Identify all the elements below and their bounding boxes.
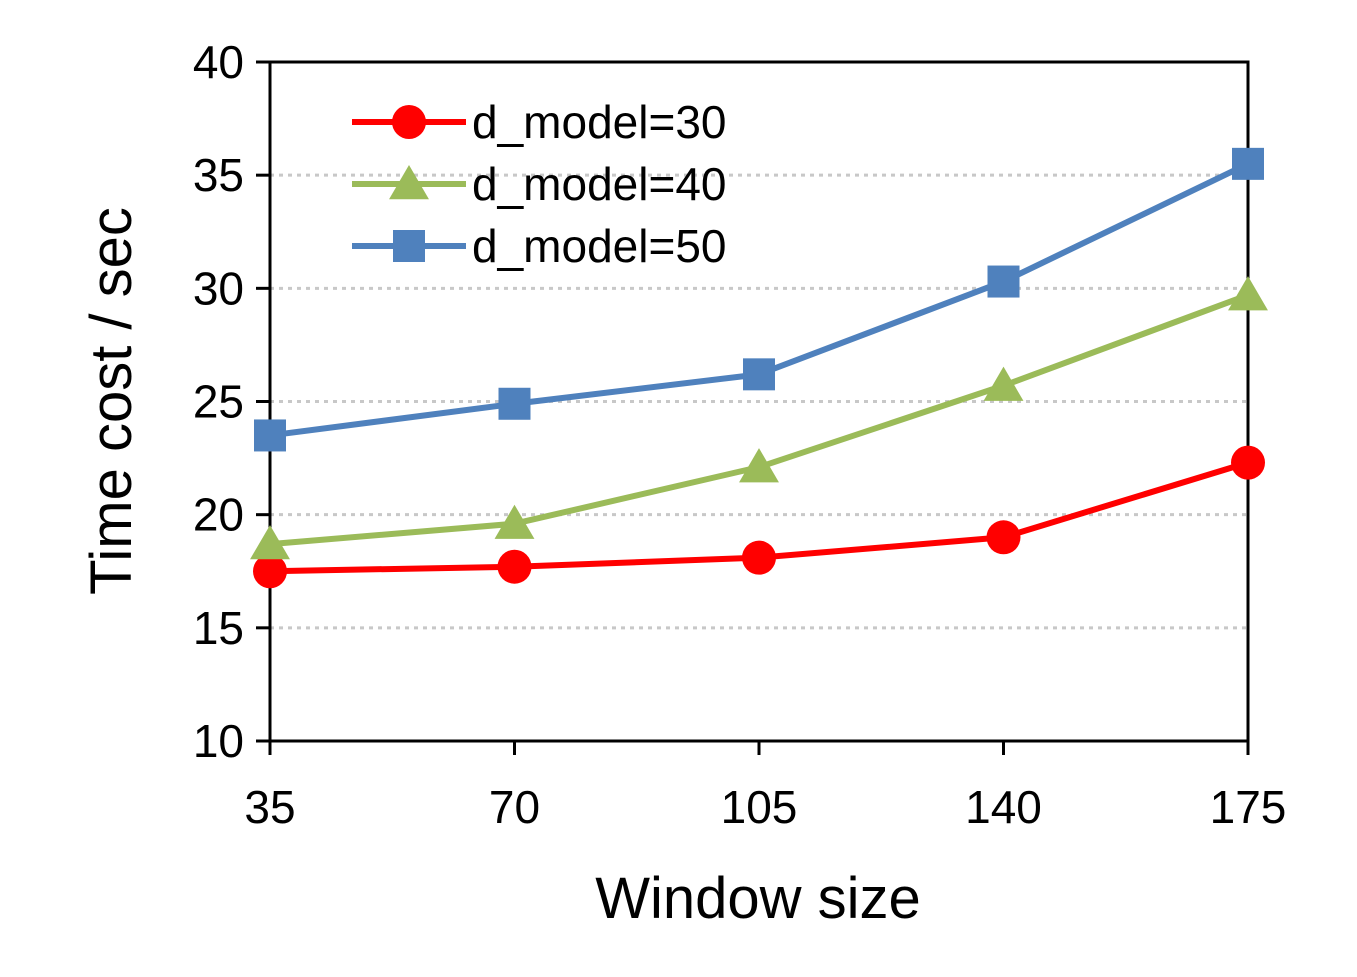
x-tick-label: 105 — [721, 781, 798, 833]
y-tick-label: 15 — [193, 602, 244, 654]
legend-marker — [392, 105, 426, 139]
x-tick-labels: 35 70 105 140 175 — [244, 781, 1286, 833]
data-point — [742, 540, 776, 575]
y-tick-label: 20 — [193, 489, 244, 541]
series-2 — [250, 276, 1268, 560]
data-point — [739, 448, 779, 483]
y-tick-label: 30 — [193, 262, 244, 314]
series-line — [269, 161, 1250, 439]
data-point — [983, 366, 1024, 401]
legend-item: d_model=30 — [352, 96, 726, 148]
grid-lines — [270, 173, 1248, 630]
legend-label: d_model=50 — [472, 220, 726, 272]
legend-marker — [389, 165, 429, 200]
y-tick-label: 25 — [193, 376, 244, 428]
data-point — [250, 525, 290, 560]
plot-area-border — [268, 60, 1250, 743]
legend-item: d_model=50 — [352, 220, 726, 272]
legend-marker — [393, 230, 425, 262]
y-tick-label: 40 — [193, 36, 244, 88]
data-point — [494, 504, 535, 539]
y-axis-title: Time cost / sec — [79, 207, 144, 595]
data-point — [743, 358, 775, 391]
data-point — [497, 549, 532, 584]
series-1 — [253, 445, 1265, 589]
data-point — [1232, 147, 1264, 180]
data-point — [986, 520, 1021, 555]
data-point — [987, 265, 1020, 298]
legend-label: d_model=40 — [472, 158, 726, 210]
x-tick-label: 70 — [489, 781, 540, 833]
y-tick-label: 35 — [193, 149, 244, 201]
series-3 — [254, 147, 1264, 452]
data-point — [254, 419, 286, 452]
x-tick-label: 140 — [965, 781, 1042, 833]
axes — [256, 60, 1250, 755]
legend: d_model=30 d_model=40 d_model=50 — [352, 96, 726, 272]
data-point — [498, 387, 531, 420]
series-group — [250, 147, 1268, 589]
x-tick-label: 175 — [1210, 781, 1287, 833]
y-tick-labels: 10 15 20 25 30 35 40 — [193, 36, 244, 767]
legend-item: d_model=40 — [352, 158, 726, 210]
data-point — [1228, 276, 1268, 311]
data-point — [253, 554, 287, 589]
y-tick-label: 10 — [193, 715, 244, 767]
legend-label: d_model=30 — [472, 96, 726, 148]
x-tick-label: 35 — [244, 781, 295, 833]
data-point — [1231, 445, 1265, 480]
x-axis-title: Window size — [595, 866, 921, 931]
